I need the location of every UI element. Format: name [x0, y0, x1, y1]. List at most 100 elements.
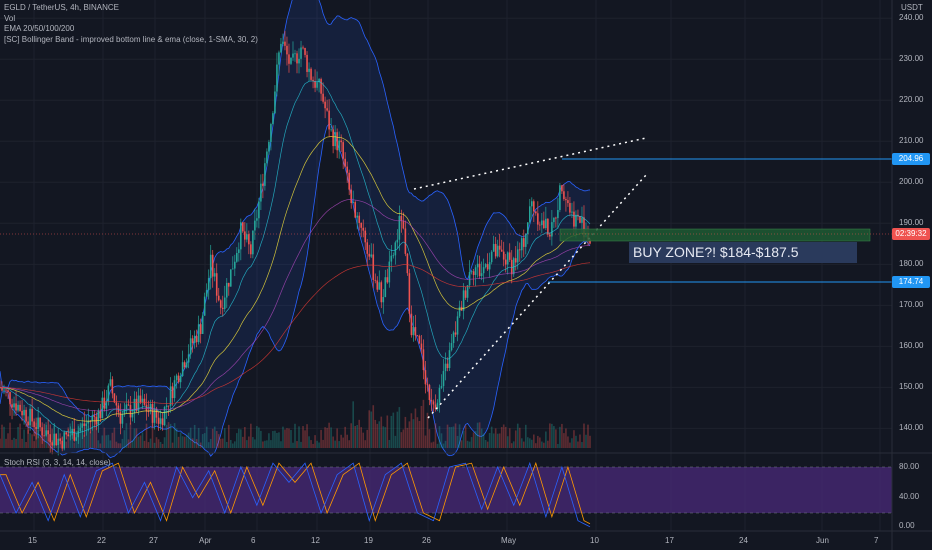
candle-body [9, 392, 11, 405]
candle-body [569, 203, 571, 213]
price-tick-label: 240.00 [899, 13, 924, 23]
volume-bar [322, 439, 324, 448]
candle-body [177, 375, 180, 383]
candle-body [408, 273, 411, 314]
volume-bar [17, 426, 19, 448]
volume-bar [276, 432, 278, 448]
candle-body [478, 263, 481, 277]
volume-bar [43, 436, 45, 448]
candle-body [35, 427, 37, 429]
candle-body [15, 403, 17, 411]
volume-bar [563, 433, 565, 448]
volume-bar [115, 441, 118, 448]
candle-body [55, 433, 57, 446]
candle-body [81, 423, 84, 428]
symbol-title[interactable]: EGLD / TetherUS, 4h, BINANCE [4, 3, 120, 12]
volume-bar [79, 424, 82, 448]
volume-bar [539, 437, 541, 448]
candle-body [428, 384, 431, 400]
volume-bar [336, 428, 338, 448]
volume-bar [358, 419, 361, 448]
candle-body [308, 68, 310, 72]
volume-bar [236, 433, 238, 448]
bollinger-label[interactable]: [SC] Bollinger Band - improved bottom li… [4, 34, 258, 44]
candle-body [246, 234, 248, 240]
volume-bar [107, 434, 110, 448]
volume-bar [392, 412, 395, 448]
volume-bar [486, 441, 489, 448]
volume-bar [91, 426, 94, 448]
candle-body [278, 52, 280, 65]
volume-bar [286, 428, 288, 448]
candle-body [508, 252, 511, 260]
volume-bar [364, 440, 367, 448]
candle-body [440, 386, 443, 388]
candle-body [412, 327, 415, 336]
volume-bar [304, 430, 306, 448]
volume-bar [402, 429, 405, 448]
candle-body [73, 428, 76, 441]
price-tick-label: 170.00 [899, 300, 924, 310]
volume-bar [324, 427, 326, 448]
candle-body [97, 410, 100, 425]
candle-body [272, 113, 274, 125]
volume-bar [119, 443, 122, 448]
volume-bar [25, 442, 27, 448]
volume-bar [312, 443, 314, 448]
candle-body [446, 363, 449, 369]
candle-body [187, 354, 190, 363]
volume-bar [217, 434, 220, 448]
candle-body [537, 213, 539, 225]
volume-bar [362, 432, 365, 448]
volume-bar [350, 423, 352, 448]
candle-body [581, 217, 583, 223]
candle-body [49, 434, 51, 443]
candle-body [547, 218, 549, 235]
candle-body [217, 295, 220, 301]
volume-bar [133, 428, 136, 448]
candle-body [264, 163, 266, 186]
ema-label[interactable]: EMA 20/50/100/200 [4, 24, 75, 33]
volume-bar [376, 423, 379, 448]
candle-body [240, 222, 242, 250]
volume-bar [113, 427, 116, 448]
volume-label[interactable]: Vol [4, 13, 16, 23]
volume-bar [557, 443, 559, 448]
volume-bar [422, 399, 425, 448]
volume-bar [334, 440, 336, 448]
candle-body [161, 418, 164, 426]
volume-bar [223, 428, 226, 448]
price-tick-label: 210.00 [899, 136, 924, 146]
candle-body [535, 211, 537, 214]
candle-body [143, 398, 146, 405]
volume-bar [282, 426, 284, 448]
volume-bar [207, 442, 210, 448]
price-tick-label: 160.00 [899, 341, 924, 351]
volume-bar [458, 424, 461, 448]
volume-bar [356, 424, 359, 448]
volume-bar [346, 434, 348, 448]
volume-bar [344, 426, 346, 448]
time-tick-label: May [501, 536, 517, 545]
volume-bar [478, 422, 481, 448]
candle-body [500, 249, 503, 252]
candle-body [83, 423, 86, 426]
volume-bar [191, 438, 194, 448]
candle-body [426, 384, 429, 386]
volume-bar [360, 427, 363, 448]
candle-body [400, 216, 403, 221]
volume-bar [416, 417, 419, 448]
volume-bar [535, 443, 537, 448]
volume-bar [254, 439, 256, 448]
volume-bar [229, 439, 232, 448]
volume-bar [258, 427, 260, 448]
volume-bar [65, 441, 68, 448]
candle-body [169, 386, 172, 406]
volume-bar [209, 438, 212, 448]
candle-body [384, 277, 387, 297]
candle-body [79, 427, 82, 431]
volume-bar [155, 437, 158, 448]
volume-bar [404, 416, 407, 448]
candle-body [183, 362, 186, 368]
stoch-rsi-title[interactable]: Stoch RSI (3, 3, 14, 14, close) [4, 458, 111, 467]
